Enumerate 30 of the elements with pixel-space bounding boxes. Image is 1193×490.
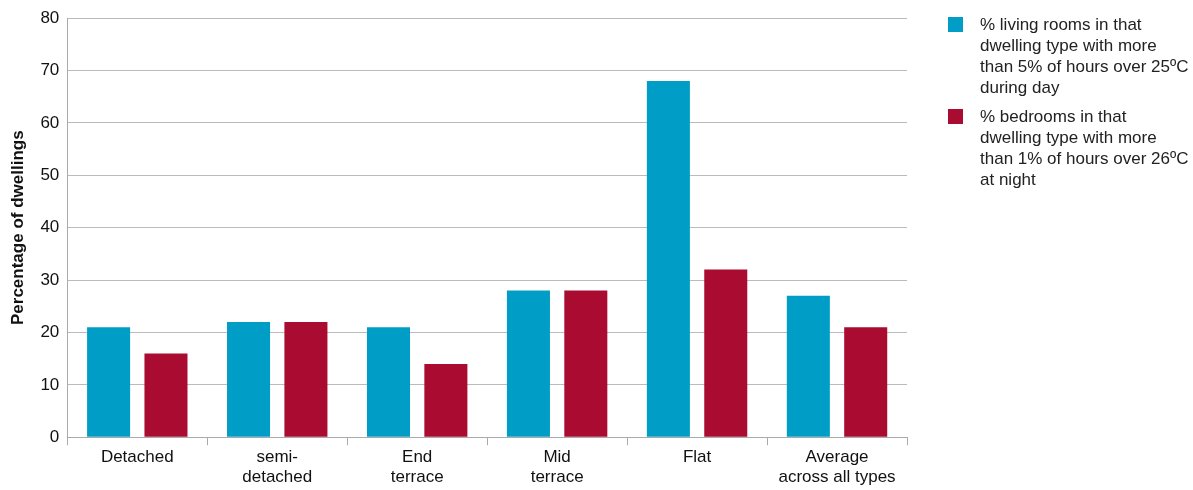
y-tick-label: 50 (40, 165, 60, 185)
bar (366, 327, 411, 437)
y-tick-label: 10 (40, 374, 60, 394)
x-tick-label: Flat (682, 447, 712, 467)
bar (227, 321, 271, 437)
x-tick-label: Detached (100, 447, 174, 467)
bar (704, 269, 748, 437)
y-tick-label: 30 (40, 269, 60, 289)
bar (506, 290, 550, 437)
y-tick-label: 0 (49, 426, 60, 446)
y-tick-label: 60 (40, 112, 60, 132)
bar (786, 295, 830, 437)
bar (646, 81, 690, 437)
x-tick-label: semi- detached (242, 447, 313, 487)
bar (87, 327, 131, 437)
y-axis-title: Percentage of dwellings (7, 130, 27, 325)
legend-label: % living rooms in that dwelling type with more than 5% of hours over 25ºC during day (980, 14, 1190, 98)
y-tick-label: 20 (40, 322, 60, 342)
x-tick-label: Average across all types (778, 447, 896, 487)
bar (284, 321, 328, 437)
bar (564, 290, 608, 437)
y-tick-label: 70 (40, 60, 60, 80)
bar (144, 353, 188, 437)
x-tick-label: Mid terrace (530, 447, 584, 487)
bar (424, 363, 468, 437)
y-tick-label: 80 (40, 7, 60, 27)
legend-label: % bedrooms in that dwelling type with more than 1% of hours over 26ºC at night (980, 106, 1190, 190)
x-tick-label: End terrace (390, 447, 444, 487)
bar (844, 327, 888, 437)
y-tick-label: 40 (40, 217, 60, 237)
